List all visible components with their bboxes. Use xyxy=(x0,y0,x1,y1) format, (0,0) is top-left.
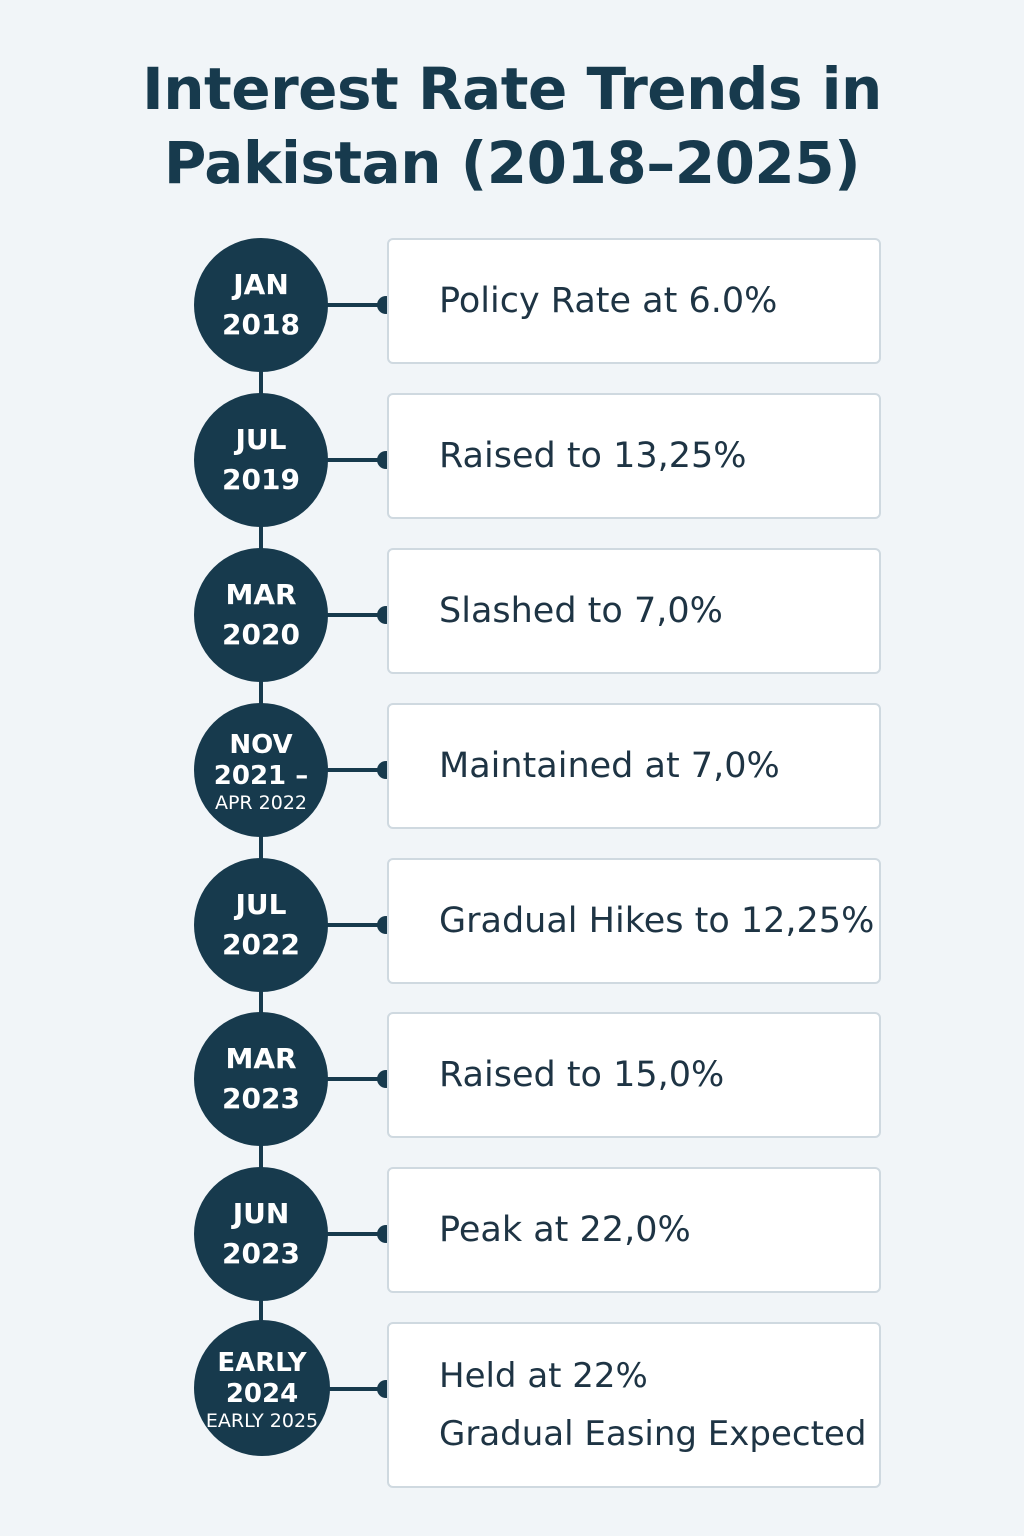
connector-line xyxy=(326,458,384,462)
connector-line xyxy=(326,613,384,617)
event-text: Held at 22% xyxy=(439,1356,648,1396)
event-card: Gradual Hikes to 12,25% xyxy=(387,858,881,984)
event-card: Policy Rate at 6.0% xyxy=(387,238,881,364)
date-circle: NOV 2021 – APR 2022 xyxy=(194,703,328,837)
event-subtext: Gradual Easing Expected xyxy=(439,1414,867,1454)
connector-line xyxy=(326,923,384,927)
event-card: Held at 22% Gradual Easing Expected xyxy=(387,1322,881,1488)
date-year: 2021 – xyxy=(213,761,309,791)
date-year: 2024 xyxy=(225,1379,299,1409)
event-text: Policy Rate at 6.0% xyxy=(439,281,778,321)
date-month: JUL xyxy=(235,423,287,456)
date-circle: JAN 2018 xyxy=(194,238,328,372)
date-range-end: APR 2022 xyxy=(214,792,308,814)
date-year: 2019 xyxy=(222,463,300,496)
timeline-item: JAN 2018 Policy Rate at 6.0% xyxy=(0,238,1024,372)
title-line-2: Pakistan (2018–2025) xyxy=(163,129,861,197)
date-month: MAR xyxy=(225,578,297,611)
date-month: MAR xyxy=(225,1042,297,1075)
connector-line xyxy=(326,1077,384,1081)
date-year: 2018 xyxy=(222,308,300,341)
event-text: Raised to 15,0% xyxy=(439,1055,725,1095)
date-circle: MAR 2023 xyxy=(194,1012,328,1146)
connector-line xyxy=(326,1232,384,1236)
timeline-item: EARLY 2024 EARLY 2025 Held at 22% Gradua… xyxy=(0,1320,1024,1492)
date-circle: MAR 2020 xyxy=(194,548,328,682)
event-card: Raised to 13,25% xyxy=(387,393,881,519)
timeline-item: MAR 2023 Raised to 15,0% xyxy=(0,1012,1024,1146)
event-card: Peak at 22,0% xyxy=(387,1167,881,1293)
date-year: 2023 xyxy=(222,1237,300,1270)
timeline-item: JUL 2022 Gradual Hikes to 12,25% xyxy=(0,858,1024,992)
date-circle: EARLY 2024 EARLY 2025 xyxy=(194,1320,330,1456)
event-text: Slashed to 7,0% xyxy=(439,591,723,631)
event-text: Peak at 22,0% xyxy=(439,1210,691,1250)
date-qualifier: EARLY xyxy=(217,1348,307,1378)
date-circle: JUN 2023 xyxy=(194,1167,328,1301)
page-title: Interest Rate Trends in Pakistan (2018–2… xyxy=(0,52,1024,200)
date-circle: JUL 2022 xyxy=(194,858,328,992)
date-year: 2022 xyxy=(222,928,300,961)
title-line-1: Interest Rate Trends in xyxy=(142,55,882,123)
date-month: NOV xyxy=(229,730,293,760)
date-month: JAN xyxy=(233,268,289,301)
date-year: 2023 xyxy=(222,1082,300,1115)
event-text: Gradual Hikes to 12,25% xyxy=(439,901,875,941)
event-text: Maintained at 7,0% xyxy=(439,746,780,786)
connector-line xyxy=(326,1387,384,1391)
timeline-item: JUL 2019 Raised to 13,25% xyxy=(0,393,1024,527)
timeline-item: JUN 2023 Peak at 22,0% xyxy=(0,1167,1024,1301)
date-year: 2020 xyxy=(222,618,300,651)
date-month: JUL xyxy=(235,888,287,921)
date-range-end: EARLY 2025 xyxy=(205,1410,319,1432)
timeline-item: NOV 2021 – APR 2022 Maintained at 7,0% xyxy=(0,703,1024,837)
event-card: Slashed to 7,0% xyxy=(387,548,881,674)
timeline-item: MAR 2020 Slashed to 7,0% xyxy=(0,548,1024,682)
date-circle: JUL 2019 xyxy=(194,393,328,527)
event-text: Raised to 13,25% xyxy=(439,436,747,476)
connector-line xyxy=(326,303,384,307)
connector-line xyxy=(326,768,384,772)
event-card: Raised to 15,0% xyxy=(387,1012,881,1138)
event-card: Maintained at 7,0% xyxy=(387,703,881,829)
date-month: JUN xyxy=(232,1197,290,1230)
